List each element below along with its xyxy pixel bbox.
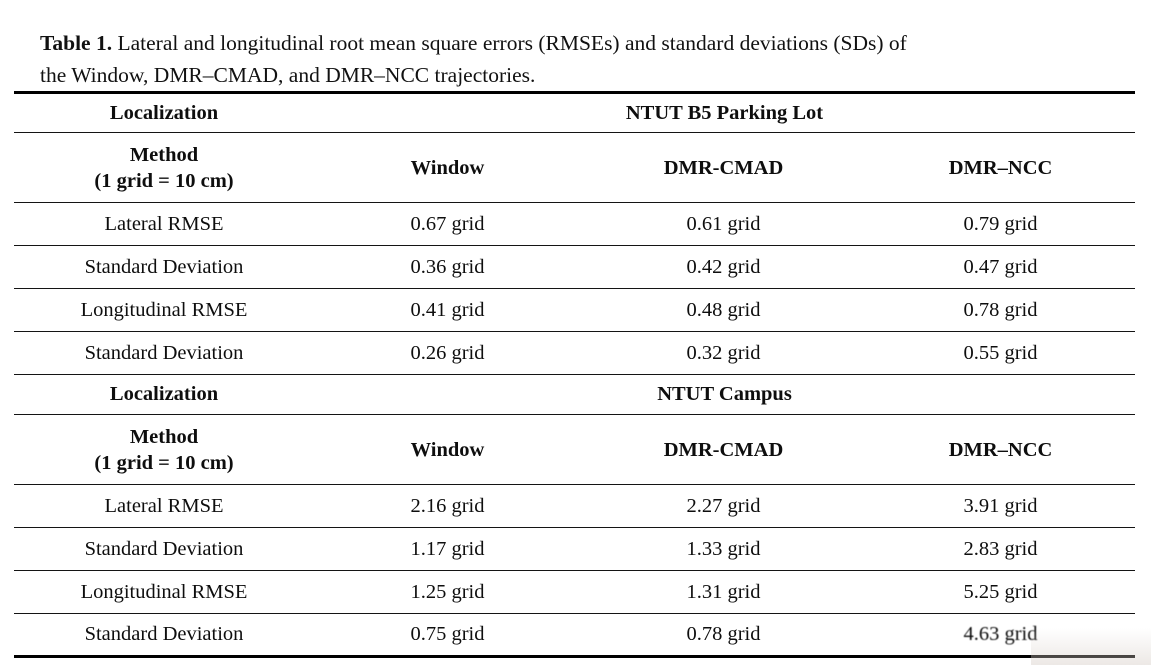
section2-col-header-dmr-ncc: DMR–NCC [948, 438, 1053, 461]
cell-value: 5.25 grid [963, 580, 1038, 603]
cell-value: 0.42 grid [686, 255, 761, 278]
table-row: Standard Deviation 0.36 grid 0.42 grid 0… [14, 246, 1136, 289]
results-table: Localization NTUT B5 Parking Lot Method (… [14, 91, 1136, 658]
row-label: Standard Deviation [84, 341, 244, 364]
section1-method-note: (1 grid = 10 cm) [94, 169, 234, 192]
section1-method-header: Method (1 grid = 10 cm) [14, 133, 314, 203]
row-label: Standard Deviation [84, 255, 244, 278]
table-caption-text-line1: Lateral and longitudinal root mean squar… [112, 30, 907, 55]
section1-column-header-row: Method (1 grid = 10 cm) Window DMR-CMAD D… [14, 133, 1136, 203]
table-row: Standard Deviation 1.17 grid 1.33 grid 2… [14, 528, 1136, 571]
cell-value: 0.78 grid [963, 298, 1038, 321]
table-row: Lateral RMSE 2.16 grid 2.27 grid 3.91 gr… [14, 485, 1136, 528]
table-caption-label: Table 1. [40, 30, 113, 55]
section1-method-label: Method [129, 143, 199, 166]
section1-col-header-dmr-ncc: DMR–NCC [948, 156, 1053, 179]
cell-value: 0.61 grid [686, 212, 761, 235]
cell-value: 0.26 grid [410, 341, 485, 364]
cell-value: 1.25 grid [410, 580, 485, 603]
section1-header-row: Localization NTUT B5 Parking Lot [14, 93, 1136, 133]
table-row: Longitudinal RMSE 1.25 grid 1.31 grid 5.… [14, 571, 1136, 614]
section2-localization-header: Localization [109, 383, 219, 405]
row-label: Standard Deviation [84, 537, 244, 560]
table-row: Lateral RMSE 0.67 grid 0.61 grid 0.79 gr… [14, 203, 1136, 246]
cell-value: 0.67 grid [410, 212, 485, 235]
cell-value: 0.78 grid [686, 623, 761, 645]
cell-value: 4.63 grid [963, 623, 1038, 645]
section1-localization-header: Localization [109, 101, 219, 124]
cell-value: 0.55 grid [963, 341, 1038, 364]
cell-value: 0.47 grid [963, 255, 1038, 278]
row-label: Lateral RMSE [104, 212, 224, 235]
table-row: Longitudinal RMSE 0.41 grid 0.48 grid 0.… [14, 289, 1136, 332]
section2-method-label: Method [129, 425, 199, 448]
section1-site-name: NTUT B5 Parking Lot [625, 101, 824, 124]
row-label: Longitudinal RMSE [80, 580, 248, 603]
section1-col-header-dmr-cmad: DMR-CMAD [663, 156, 784, 179]
section2-method-header: Method (1 grid = 10 cm) [14, 415, 314, 485]
cell-value: 0.36 grid [410, 255, 485, 278]
cell-value: 0.41 grid [410, 298, 485, 321]
cell-value: 2.16 grid [410, 494, 485, 517]
section2-column-header-row: Method (1 grid = 10 cm) Window DMR-CMAD D… [14, 415, 1136, 485]
cell-value: 0.32 grid [686, 341, 761, 364]
cell-value: 2.83 grid [963, 537, 1038, 560]
table-row: Standard Deviation 0.26 grid 0.32 grid 0… [14, 332, 1136, 375]
row-label: Standard Deviation [84, 623, 244, 645]
cell-value: 0.79 grid [963, 212, 1038, 235]
table-caption-text-line2: the Window, DMR–CMAD, and DMR–NCC trajec… [40, 62, 536, 87]
section2-col-header-dmr-cmad: DMR-CMAD [663, 438, 784, 461]
cell-value: 1.31 grid [686, 580, 761, 603]
section1-col-header-window: Window [410, 156, 485, 179]
row-label: Lateral RMSE [104, 494, 224, 517]
table-caption: Table 1. Lateral and longitudinal root m… [40, 27, 1120, 91]
cell-value: 2.27 grid [686, 494, 761, 517]
cell-value: 1.17 grid [410, 537, 485, 560]
table-row: Standard Deviation 0.75 grid 0.78 grid 4… [14, 614, 1135, 657]
section2-site-name: NTUT Campus [657, 383, 792, 405]
cell-value: 3.91 grid [963, 494, 1038, 517]
row-label: Longitudinal RMSE [80, 298, 248, 321]
cell-value: 0.75 grid [410, 623, 485, 645]
section2-method-note: (1 grid = 10 cm) [94, 451, 234, 474]
section2-header-row: Localization NTUT Campus [14, 375, 1136, 415]
section2-col-header-window: Window [410, 438, 485, 461]
cell-value: 0.48 grid [686, 298, 761, 321]
cell-value: 1.33 grid [686, 537, 761, 560]
